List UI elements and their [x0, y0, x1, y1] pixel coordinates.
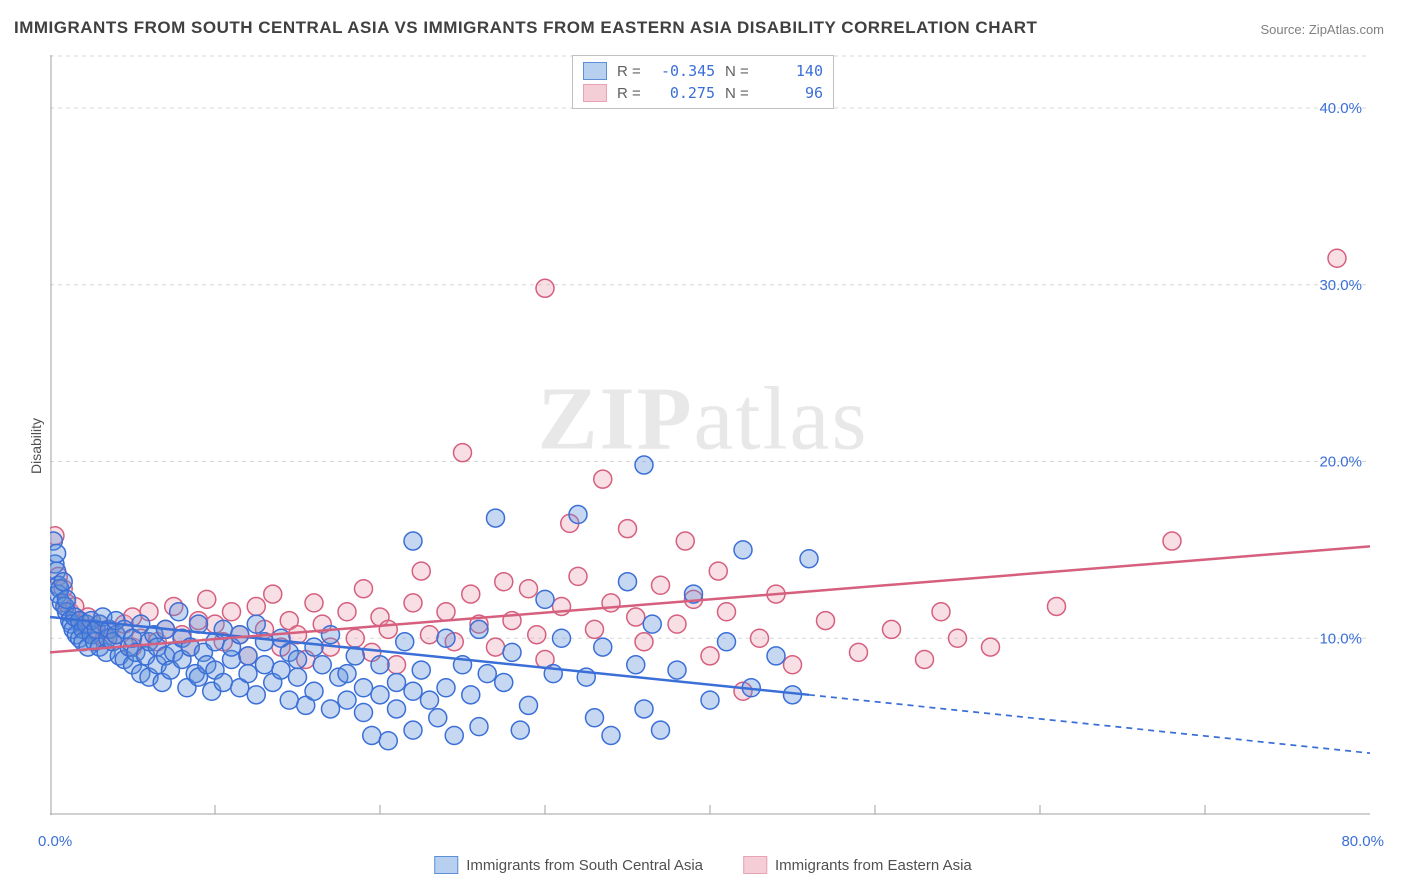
stats-row-1: R = -0.345 N = 140 [583, 60, 823, 82]
legend-item-1: Immigrants from South Central Asia [434, 856, 703, 874]
legend-label-1: Immigrants from South Central Asia [466, 857, 703, 874]
swatch-blue [583, 62, 607, 80]
chart-container: IMMIGRANTS FROM SOUTH CENTRAL ASIA VS IM… [0, 0, 1406, 892]
swatch-pink [583, 84, 607, 102]
y-axis-label: Disability [28, 418, 44, 474]
r-label-1: R = [617, 63, 651, 80]
legend-label-2: Immigrants from Eastern Asia [775, 857, 972, 874]
source-label: Source: ZipAtlas.com [1260, 22, 1384, 37]
svg-text:40.0%: 40.0% [1319, 100, 1362, 117]
x-axis-right-label: 80.0% [1341, 833, 1384, 850]
x-axis-left-label: 0.0% [38, 833, 72, 850]
svg-text:30.0%: 30.0% [1319, 277, 1362, 294]
legend-swatch-blue [434, 856, 458, 874]
stats-row-2: R = 0.275 N = 96 [583, 82, 823, 104]
scatter-chart: 10.0% 20.0% 30.0% 40.0% [50, 55, 1370, 815]
n-label-1: N = [725, 63, 759, 80]
svg-text:20.0%: 20.0% [1319, 454, 1362, 471]
stats-box: R = -0.345 N = 140 R = 0.275 N = 96 [572, 55, 834, 109]
svg-text:10.0%: 10.0% [1319, 630, 1362, 647]
r-value-2: 0.275 [661, 84, 715, 102]
legend-item-2: Immigrants from Eastern Asia [743, 856, 972, 874]
chart-title: IMMIGRANTS FROM SOUTH CENTRAL ASIA VS IM… [14, 18, 1037, 38]
n-value-2: 96 [769, 84, 823, 102]
r-label-2: R = [617, 85, 651, 102]
legend-swatch-pink [743, 856, 767, 874]
n-label-2: N = [725, 85, 759, 102]
bottom-legend: Immigrants from South Central Asia Immig… [434, 856, 972, 874]
r-value-1: -0.345 [661, 62, 715, 80]
n-value-1: 140 [769, 62, 823, 80]
